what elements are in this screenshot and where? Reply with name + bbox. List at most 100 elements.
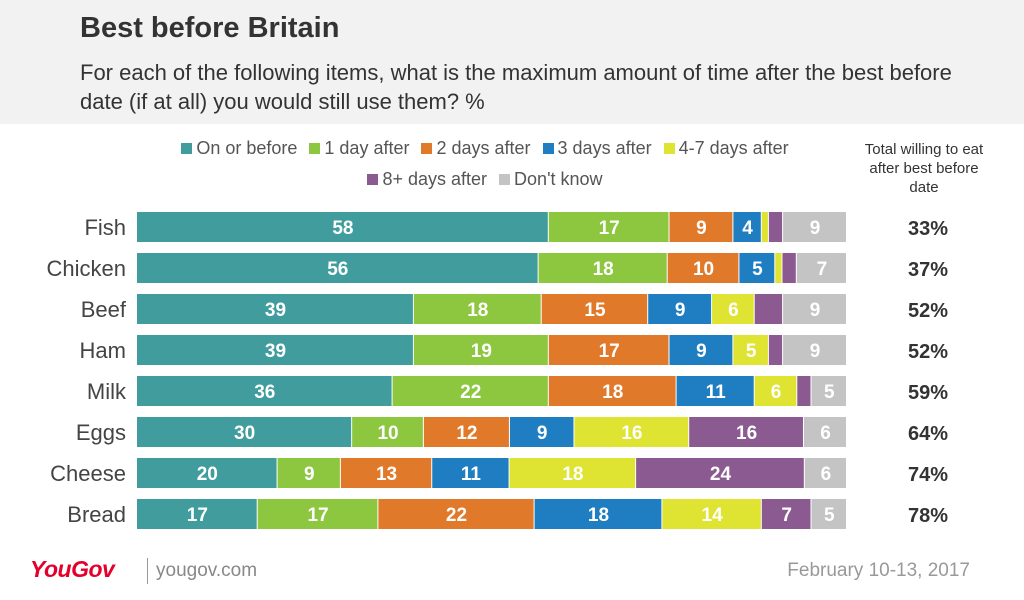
data-label: 14	[702, 505, 724, 526]
bar-segment	[669, 212, 733, 242]
bar-segment	[797, 376, 811, 406]
total-label: 52%	[908, 341, 948, 363]
data-label: 11	[461, 464, 482, 485]
legend: On or before 1 day after 2 days after 3 day…	[150, 138, 820, 190]
bar-segment	[257, 499, 378, 529]
category-label: Cheese	[50, 461, 126, 486]
legend-item: 1 day after	[309, 138, 409, 159]
data-label: 17	[599, 218, 620, 239]
data-label: 36	[254, 382, 275, 403]
category-label: Chicken	[47, 256, 126, 281]
footer-date: February 10-13, 2017	[787, 560, 970, 581]
legend-label: 1 day after	[324, 138, 410, 158]
bar-segment	[413, 294, 541, 324]
data-label: 11	[706, 382, 727, 403]
data-label: 6	[820, 423, 831, 444]
total-label: 52%	[908, 300, 948, 322]
bar-segment	[754, 294, 783, 324]
data-label: 7	[781, 505, 792, 526]
data-label: 39	[265, 341, 286, 362]
bar-segment	[811, 499, 846, 529]
bar-segment	[712, 294, 754, 324]
total-label: 78%	[908, 505, 948, 527]
bar-segment	[768, 212, 783, 242]
legend-item: On or before	[181, 138, 297, 159]
yougov-logo: YouGov	[30, 556, 115, 582]
bar-segment	[676, 376, 754, 406]
bar-segment	[804, 458, 846, 488]
data-label: 9	[810, 300, 821, 321]
data-label: 17	[187, 505, 208, 526]
bar-segment	[137, 499, 257, 529]
data-label: 16	[621, 423, 642, 444]
data-label: 18	[467, 300, 488, 321]
data-label: 17	[307, 505, 328, 526]
category-label: Ham	[80, 338, 126, 363]
data-label: 20	[197, 464, 218, 485]
legend-label: Don't know	[514, 169, 603, 189]
legend-label: On or before	[196, 138, 298, 158]
data-label: 6	[728, 300, 739, 321]
bar-segment	[803, 417, 846, 447]
data-label: 9	[810, 218, 821, 239]
bar-segment	[548, 376, 676, 406]
data-label: 22	[446, 505, 467, 526]
data-label: 15	[584, 300, 606, 321]
bar-segment	[378, 499, 534, 529]
footer-divider	[147, 558, 148, 584]
bar-segment	[548, 212, 669, 242]
bar-segment	[137, 335, 413, 365]
legend-label: 2 days after	[436, 138, 531, 158]
data-label: 9	[696, 341, 707, 362]
legend-swatch	[367, 174, 379, 185]
data-label: 10	[693, 259, 714, 280]
bar-segment	[340, 458, 432, 488]
data-label: 9	[675, 300, 686, 321]
bar-segment	[541, 294, 648, 324]
bar-segment	[662, 499, 761, 529]
bar-segment	[538, 253, 667, 283]
bar-segment	[392, 376, 548, 406]
bar-segment	[137, 294, 413, 324]
legend-swatch	[421, 143, 433, 154]
data-label: 24	[710, 464, 732, 485]
data-label: 22	[460, 382, 481, 403]
legend-label: 4-7 days after	[678, 138, 789, 158]
data-label: 6	[821, 464, 832, 485]
legend-swatch	[181, 143, 193, 154]
total-label: 33%	[908, 218, 948, 240]
data-label: 18	[593, 259, 614, 280]
bar-segment	[796, 253, 846, 283]
category-label: Bread	[67, 502, 126, 527]
data-label: 5	[746, 341, 757, 362]
legend-item: 2 days after	[421, 138, 531, 159]
data-label: 19	[471, 341, 492, 362]
data-label: 6	[771, 382, 782, 403]
data-label: 39	[265, 300, 286, 321]
bar-segment	[137, 212, 548, 242]
total-label: 64%	[908, 423, 948, 445]
bar-segment	[761, 499, 811, 529]
bar-segment	[669, 335, 733, 365]
data-label: 58	[332, 218, 353, 239]
bar-segment	[648, 294, 712, 324]
legend-label: 8+ days after	[382, 169, 488, 189]
bar-segment	[783, 294, 846, 324]
data-label: 12	[456, 423, 477, 444]
bar-segment	[768, 335, 783, 365]
data-label: 56	[327, 259, 348, 280]
legend-item: 8+ days after	[367, 169, 487, 190]
legend-item: Don't know	[499, 169, 603, 190]
bar-segment	[733, 212, 761, 242]
data-label: 18	[588, 505, 609, 526]
bar-segment	[783, 335, 846, 365]
bar-segment	[733, 335, 768, 365]
data-label: 18	[602, 382, 623, 403]
bar-segment	[811, 376, 846, 406]
data-label: 9	[696, 218, 707, 239]
data-label: 5	[824, 382, 835, 403]
bar-segment	[782, 253, 796, 283]
legend-swatch	[499, 174, 511, 185]
bar-segment	[761, 212, 768, 242]
footer-site: yougov.com	[156, 560, 258, 581]
